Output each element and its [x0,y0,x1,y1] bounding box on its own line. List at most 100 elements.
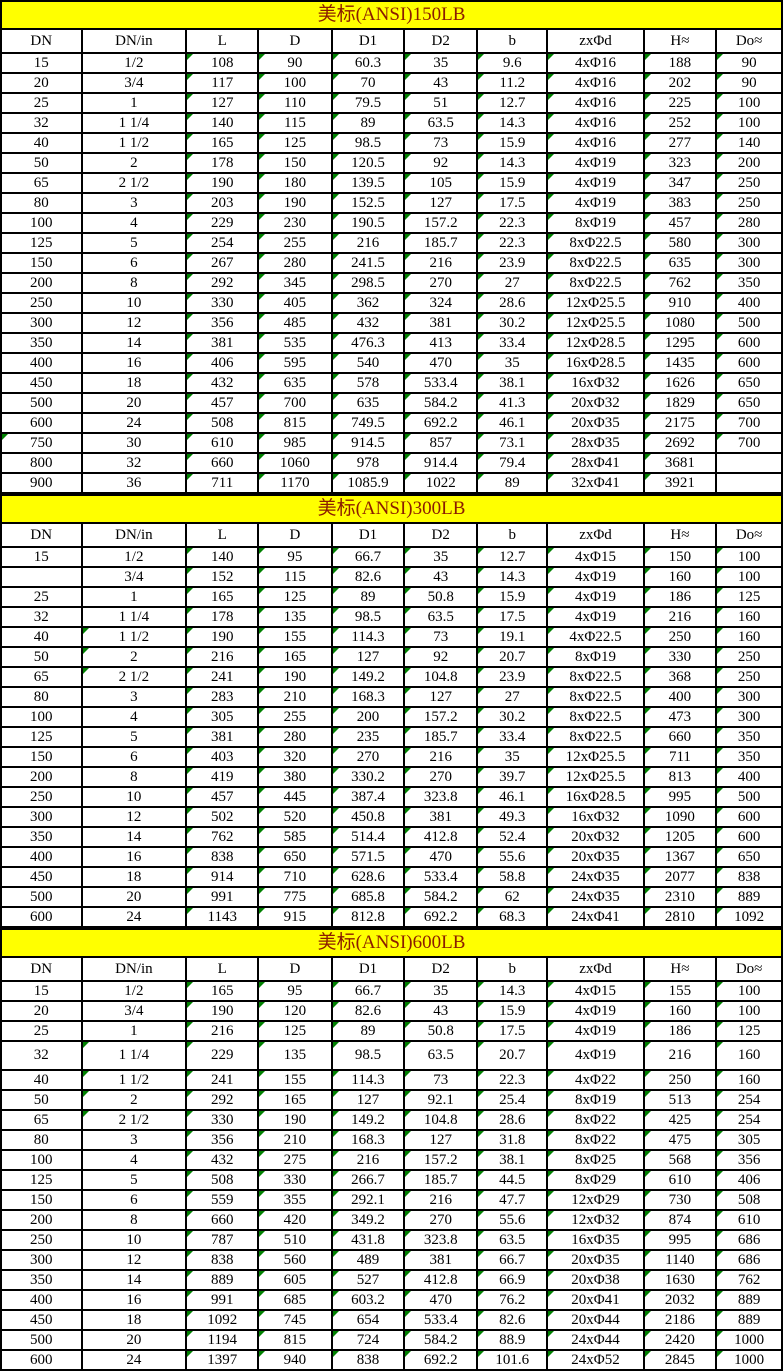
cell-value: 8xΦ22.5 [569,274,622,291]
table-cell: 250 [642,1069,718,1091]
cell-note-triangle-icon [645,1132,651,1137]
table-row: 80 3 203 190 152.5 127 17.5 4xΦ19 383 250 [0,192,783,214]
cell-note-triangle-icon [188,55,194,60]
cell-note-triangle-icon [645,809,651,814]
cell-note-triangle-icon [645,1043,651,1048]
cell-value: 560 [283,1251,307,1268]
table-cell: 381 [185,726,260,748]
table-cell: 356 [715,1149,783,1171]
cell-note-triangle-icon [260,1192,266,1197]
table-cell: 4xΦ19 [546,586,645,608]
cell-value: 475 [668,1131,692,1148]
cell-value: 185.7 [423,728,458,745]
table-cell: 14.3 [476,566,549,588]
cell-note-triangle-icon [645,749,651,754]
cell-note-triangle-icon [406,1003,412,1008]
cell-value: 82.6 [499,1311,526,1328]
table-cell: 24 [80,1349,188,1371]
table-cell: 700 [715,412,783,434]
table-cell: 4xΦ22 [546,1069,645,1091]
cell-value: 381 [429,1251,452,1268]
cell-note-triangle-icon [188,1172,194,1177]
table-cell: 914.5 [330,432,406,454]
cell-value: 991 [210,1291,234,1308]
cell-value: 270 [356,748,380,765]
table-cell: 1 1/2 [80,132,188,154]
table-cell: 241.5 [330,252,406,274]
table-cell: 787 [185,1229,260,1251]
cell-note-triangle-icon [645,629,651,634]
cell-value: 14 [126,334,142,351]
table-cell: 73 [403,626,479,648]
table-cell: 114.3 [330,626,406,648]
cell-value: 4 [130,1151,138,1168]
table-row: 400 16 991 685 603.2 470 76.2 20xΦ41 2032 889 [0,1289,783,1311]
cell-value: 978 [356,454,380,471]
table-cell: 584.2 [403,1329,479,1351]
table-cell: 1/2 [80,52,188,74]
cell-value: 22.3 [499,214,526,231]
cell-note-triangle-icon [479,295,485,300]
cell-note-triangle-icon [333,849,339,854]
cell-value: 150 [30,1191,53,1208]
table-cell: 190 [257,192,333,214]
table-cell: 762 [642,272,718,294]
cell-value: 200 [30,274,53,291]
cell-note-triangle-icon [549,1023,555,1028]
table-cell: 150 [257,152,333,174]
cell-value: 8xΦ19 [575,214,616,231]
cell-value: 1829 [664,394,695,411]
cell-note-triangle-icon [549,435,555,440]
cell-note-triangle-icon [406,255,412,260]
table-section-600lb: 美标(ANSI)600LB DN DN/in L D D1 D2 b zxΦd H≈ Do≈ 15 1… [0,928,783,1371]
table-cell: 15 [0,546,83,568]
cell-value: 420 [283,1211,307,1228]
cell-note-triangle-icon [549,1192,555,1197]
cell-note-triangle-icon [406,1172,412,1177]
table-cell: 305 [185,706,260,728]
cell-note-triangle-icon [188,235,194,240]
table-cell: 168.3 [330,686,406,708]
cell-note-triangle-icon [333,1172,339,1177]
cell-value: 330 [210,294,234,311]
cell-value: 250 [737,668,761,685]
table-cell: 73 [403,1069,479,1091]
table-cell: 82.6 [330,566,406,588]
cell-note-triangle-icon [479,95,485,100]
table-cell: 6 [80,1189,188,1211]
cell-value: 50.8 [427,1022,454,1039]
table-cell: 149.2 [330,1109,406,1131]
table-cell: 3 [80,192,188,214]
cell-note-triangle-icon [406,549,412,554]
cell-value: 28xΦ35 [571,434,620,451]
table-cell: 685.8 [330,886,406,908]
table-cell: 4xΦ19 [546,1040,645,1071]
cell-note-triangle-icon [406,235,412,240]
table-cell: 330.2 [330,766,406,788]
cell-value: 2 [130,648,138,665]
table-row: 40 1 1/2 190 155 114.3 73 19.1 4xΦ22.5 250 160 [0,626,783,648]
table-cell: 324 [403,292,479,314]
table-cell: 2 1/2 [80,1109,188,1131]
table-cell: 89 [330,586,406,608]
cell-value: 300 [737,688,761,705]
table-cell: 381 [403,806,479,828]
column-header: DN [0,28,83,54]
cell-note-triangle-icon [645,589,651,594]
cell-note-triangle-icon [718,549,724,554]
cell-value: 4xΦ22.5 [569,628,622,645]
table-cell: 889 [715,1289,783,1311]
cell-note-triangle-icon [406,1252,412,1257]
cell-value: 14 [126,828,142,845]
table-cell: 8 [80,272,188,294]
cell-value: 33.4 [499,728,526,745]
cell-value: 762 [668,274,692,291]
table-cell: 203 [185,192,260,214]
table-cell: 50 [0,1089,83,1111]
cell-note-triangle-icon [549,1232,555,1237]
table-cell: 419 [185,766,260,788]
table-cell: 25.4 [476,1089,549,1111]
cell-value: 117 [211,74,234,91]
cell-value: 115 [283,114,306,131]
cell-value: 20 [33,1002,49,1019]
